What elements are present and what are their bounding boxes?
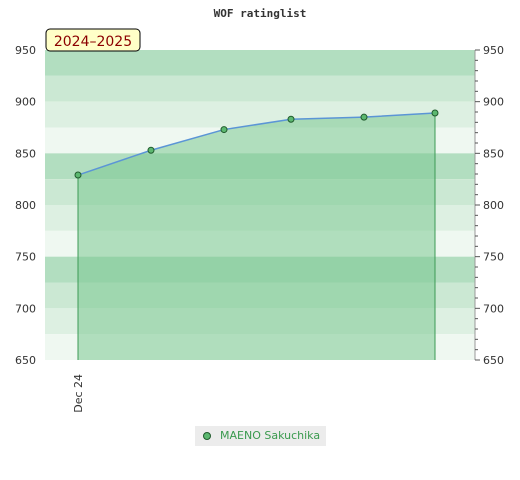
y-tick-label-left: 750 — [15, 251, 36, 264]
y-tick-label-right: 850 — [483, 147, 504, 160]
data-point — [360, 113, 368, 121]
background-band — [45, 50, 475, 76]
marker-layer — [74, 109, 439, 179]
data-point — [147, 146, 155, 154]
data-point — [74, 171, 82, 179]
y-tick-label-left: 700 — [15, 302, 36, 315]
data-point — [431, 109, 439, 117]
legend-marker-icon — [203, 432, 211, 440]
axis-layer: 650 650 700 700 750 750 800 800 850 850 900 900 950 9… — [15, 44, 504, 413]
x-tick-label: Dec 24 — [72, 374, 85, 413]
y-tick-label-right: 900 — [483, 96, 504, 109]
line-layer — [77, 112, 436, 176]
y-tick-label-right: 700 — [483, 302, 504, 315]
y-tick-label-left: 650 — [15, 354, 36, 367]
season-badge-label: 2024–2025 — [54, 34, 132, 50]
y-tick-label-left: 800 — [15, 199, 36, 212]
chart-title: WOF ratinglist — [214, 7, 307, 20]
data-point — [287, 115, 295, 123]
y-tick-label-right: 650 — [483, 354, 504, 367]
y-tick-label-right: 750 — [483, 251, 504, 264]
y-tick-label-left: 850 — [15, 147, 36, 160]
season-badge: 2024–2025 — [45, 28, 141, 52]
y-tick-label-left: 900 — [15, 96, 36, 109]
series-area — [78, 113, 435, 361]
legend: MAENO Sakuchika — [195, 426, 326, 446]
data-point — [220, 126, 228, 134]
y-tick-label-right: 800 — [483, 199, 504, 212]
area-layer — [77, 113, 436, 361]
legend-label: MAENO Sakuchika — [220, 429, 321, 442]
series-line — [77, 112, 436, 176]
y-tick-label-right: 950 — [483, 44, 504, 57]
background-band — [45, 75, 475, 102]
y-tick-label-left: 950 — [15, 44, 36, 57]
